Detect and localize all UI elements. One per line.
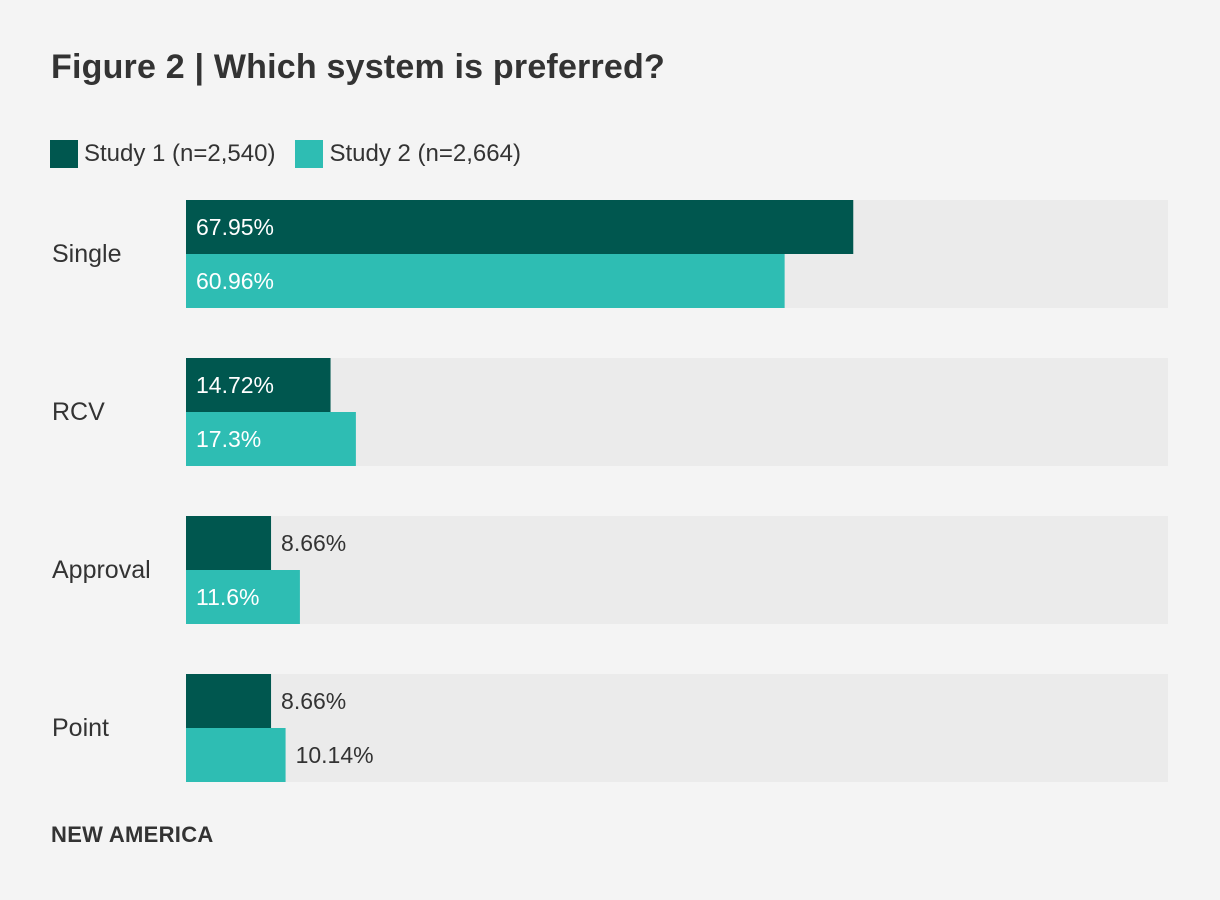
legend: Study 1 (n=2,540) Study 2 (n=2,664) — [50, 140, 541, 168]
data-label-rcv-study-1: 14.72% — [196, 372, 274, 398]
bar-group-point: Point 8.66% 10.14% — [52, 674, 1168, 782]
bar-rcv-study-2 — [186, 412, 356, 466]
bar-point-study-1 — [186, 674, 272, 728]
bar-group-rcv: RCV 14.72% 17.3% — [52, 358, 1168, 466]
category-label-single: Single — [52, 240, 122, 268]
bar-track-point — [186, 674, 1168, 782]
chart-title: Figure 2 | Which system is preferred? — [51, 48, 665, 86]
legend-swatch-study-1 — [50, 140, 78, 168]
bar-rcv-study-1 — [186, 358, 331, 412]
data-label-approval-study-1: 8.66% — [281, 530, 346, 556]
bar-single-study-1 — [186, 200, 854, 254]
bar-group-single: Single 67.95% 60.96% — [52, 200, 1168, 308]
footer-brand: NEW AMERICA — [51, 822, 214, 847]
category-label-approval: Approval — [52, 556, 151, 584]
data-label-single-study-1: 67.95% — [196, 214, 274, 240]
category-label-point: Point — [52, 714, 109, 742]
bar-point-study-2 — [186, 728, 286, 782]
bar-single-study-2 — [186, 254, 785, 308]
legend-item-study-2: Study 2 (n=2,664) — [295, 140, 521, 168]
bar-approval-study-1 — [186, 516, 272, 570]
bar-group-approval: Approval 8.66% 11.6% — [52, 516, 1168, 624]
data-label-approval-study-2: 11.6% — [196, 584, 260, 610]
legend-item-study-1: Study 1 (n=2,540) — [50, 140, 275, 168]
data-label-point-study-2: 10.14% — [296, 742, 374, 768]
data-label-single-study-2: 60.96% — [196, 268, 274, 294]
category-label-rcv: RCV — [52, 398, 105, 426]
legend-label-study-1: Study 1 (n=2,540) — [84, 140, 276, 167]
legend-swatch-study-2 — [295, 140, 324, 168]
data-label-rcv-study-2: 17.3% — [196, 426, 261, 452]
data-label-point-study-1: 8.66% — [281, 688, 346, 714]
bar-approval-study-2 — [186, 570, 300, 624]
legend-label-study-2: Study 2 (n=2,664) — [329, 140, 521, 167]
bar-track-approval — [186, 516, 1168, 624]
